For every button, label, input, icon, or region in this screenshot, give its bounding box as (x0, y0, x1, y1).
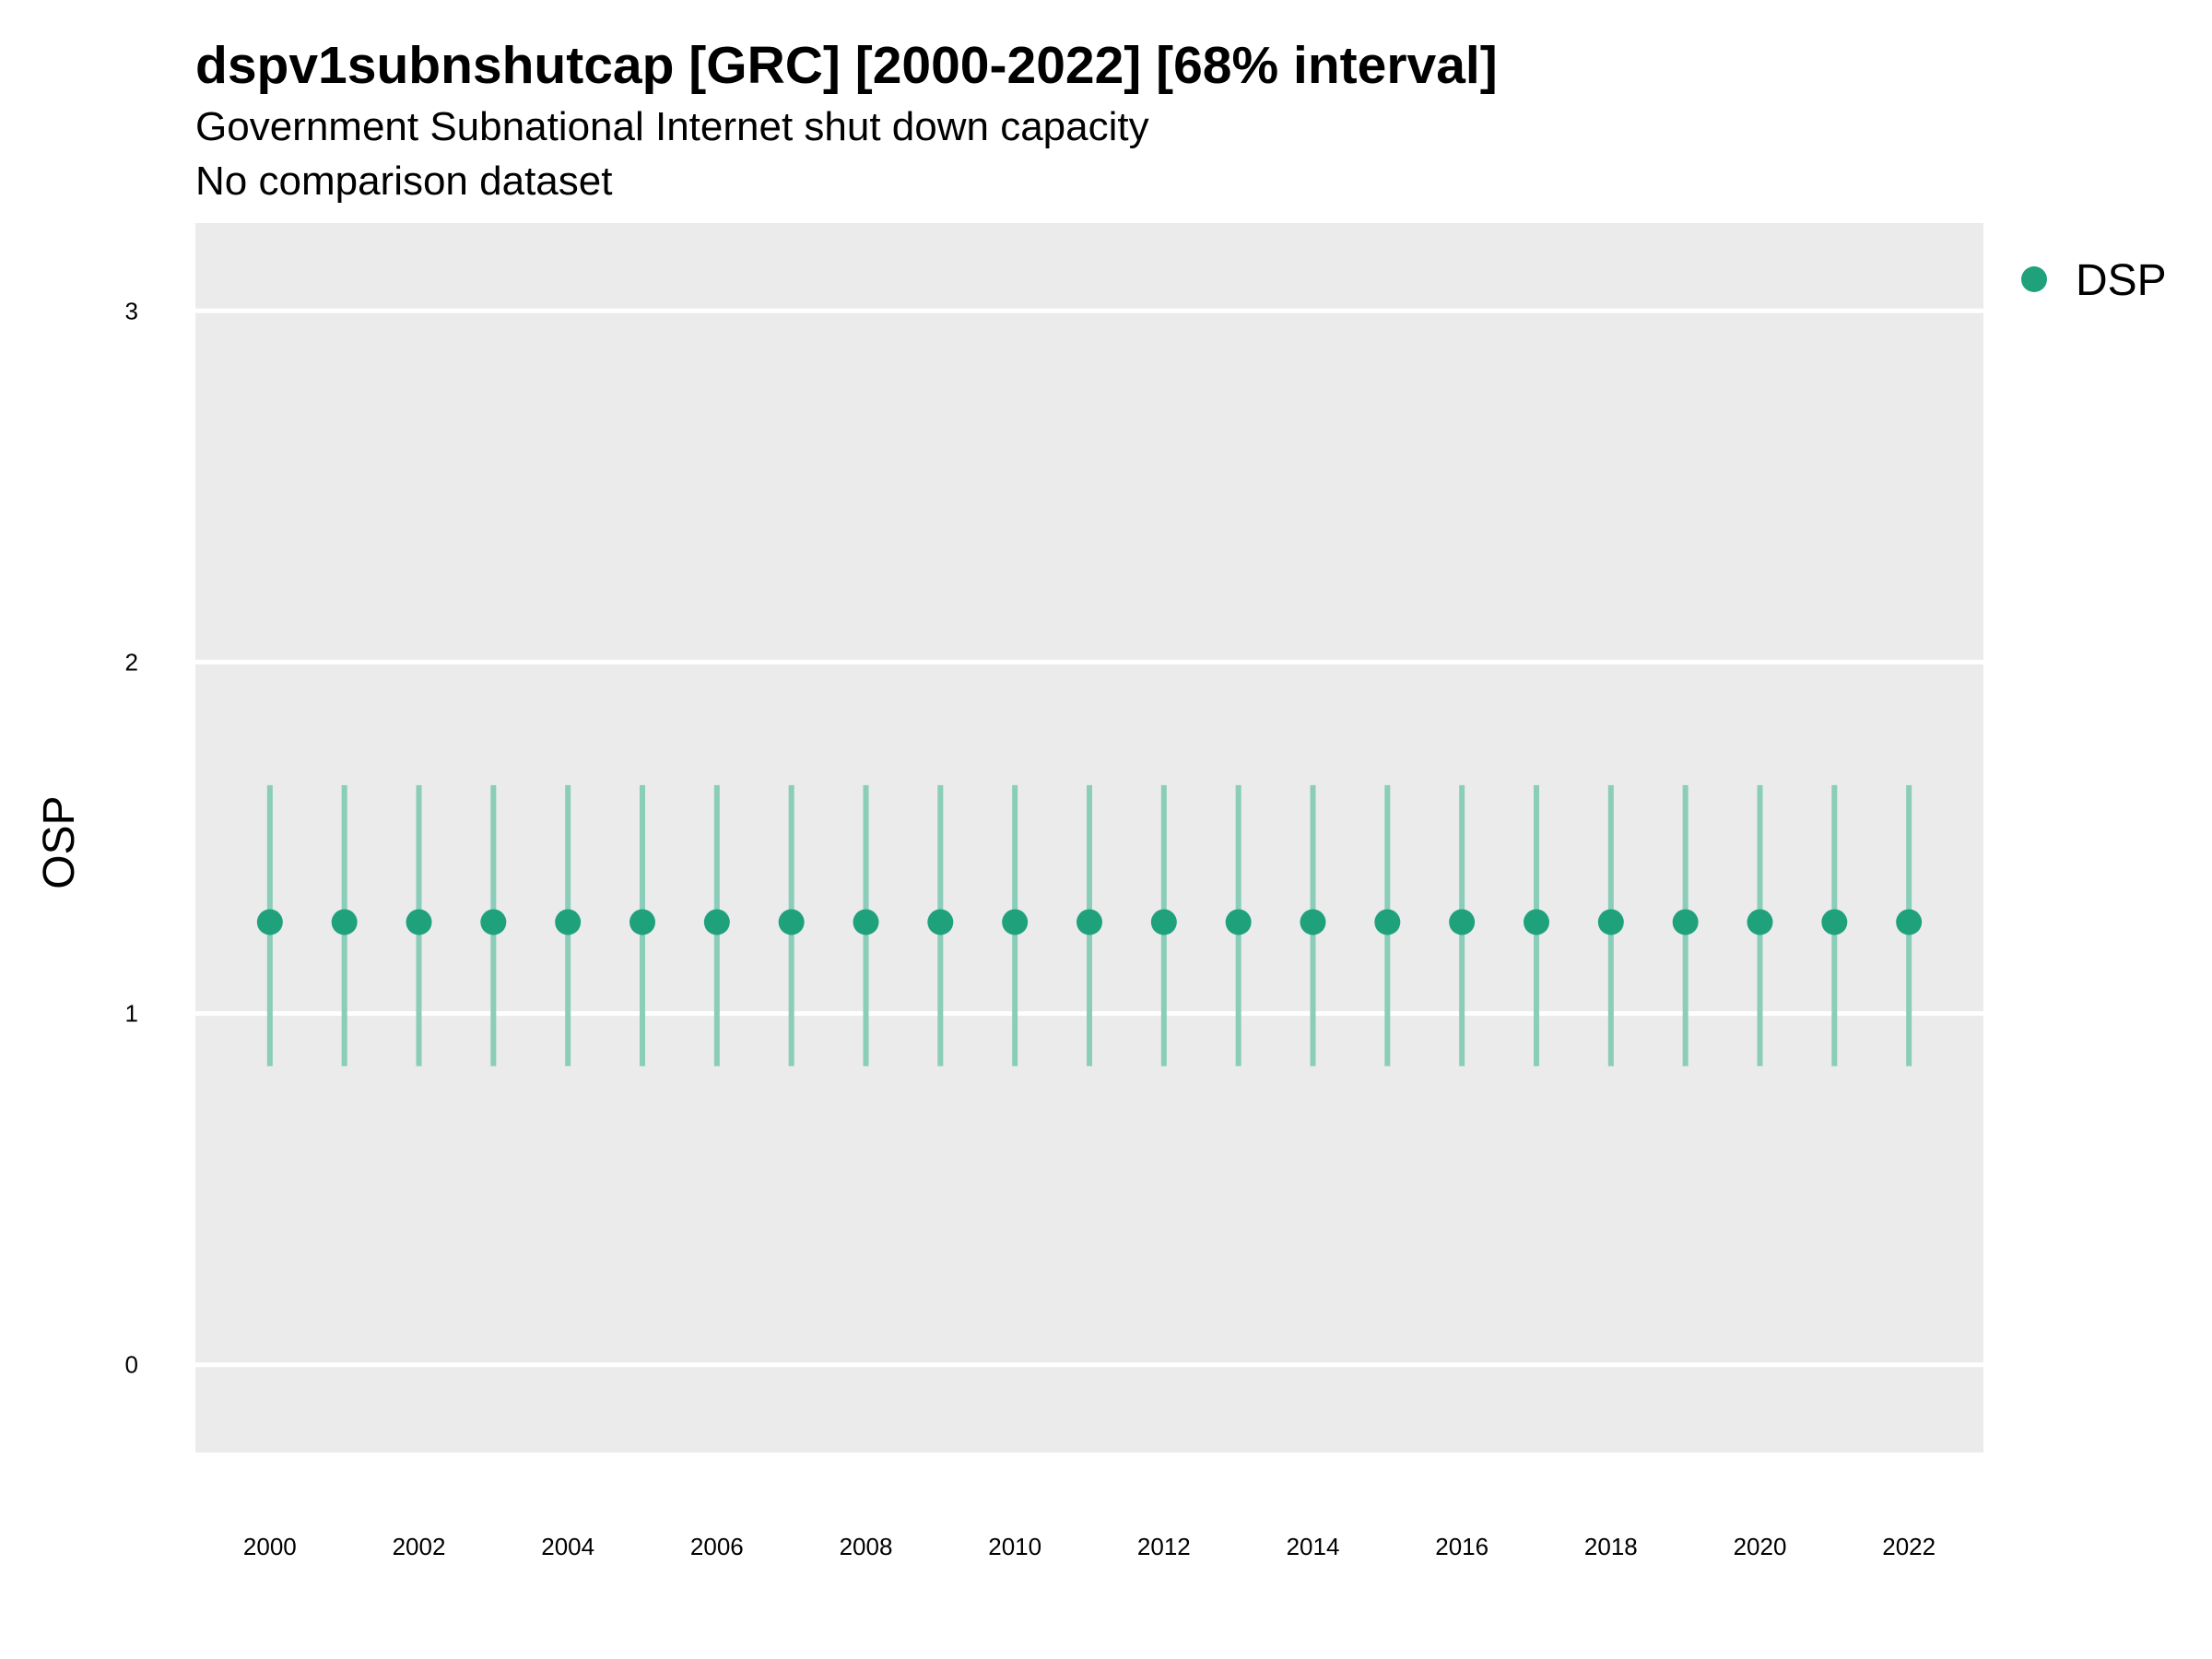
data-point (1300, 909, 1326, 935)
data-point (406, 909, 432, 935)
y-tick-label: 1 (125, 1000, 138, 1028)
x-tick-label: 2008 (840, 1533, 893, 1560)
x-tick-label: 2006 (690, 1533, 744, 1560)
x-tick-label: 2022 (1882, 1533, 1936, 1560)
chart-title: dspv1subnshutcap [GRC] [2000-2022] [68% … (195, 36, 1498, 95)
x-tick-label: 2012 (1137, 1533, 1191, 1560)
data-point (778, 909, 805, 935)
data-point (1077, 909, 1102, 935)
x-tick-label: 2004 (541, 1533, 594, 1560)
data-point (555, 909, 582, 935)
data-point (256, 909, 283, 935)
data-point (1150, 909, 1177, 935)
data-point (1225, 909, 1252, 935)
y-tick-label: 3 (125, 297, 138, 324)
x-tick-label: 2014 (1287, 1533, 1340, 1560)
chart-subtitle: Government Subnational Internet shut dow… (195, 104, 1149, 149)
y-axis-label: OSP (35, 795, 84, 888)
x-tick-label: 2020 (1734, 1533, 1787, 1560)
y-tick-label: 2 (125, 648, 138, 676)
x-tick-label: 2002 (393, 1533, 446, 1560)
data-point (1896, 909, 1923, 935)
legend: DSP (2021, 256, 2167, 305)
data-point (331, 909, 358, 935)
data-point (1374, 909, 1401, 935)
data-points (256, 909, 1923, 935)
y-tick-label: 0 (125, 1351, 138, 1379)
data-point (1747, 909, 1773, 935)
data-point (1821, 909, 1848, 935)
data-point (480, 909, 507, 935)
legend-dsp-marker (2021, 266, 2047, 292)
x-tick-labels: 2000 2002 2004 2006 2008 2010 2012 2014 2016 2018… (243, 1533, 1936, 1560)
x-tick-label: 2018 (1584, 1533, 1638, 1560)
data-point (1524, 909, 1549, 935)
data-point (1449, 909, 1476, 935)
data-point (927, 909, 954, 935)
data-point (1002, 909, 1029, 935)
data-point (1597, 909, 1624, 935)
x-tick-label: 2010 (988, 1533, 1041, 1560)
chart-comparison-note: No comparison dataset (195, 159, 613, 204)
y-tick-labels: 0 1 2 3 (125, 297, 138, 1378)
data-point (629, 909, 655, 935)
x-tick-label: 2016 (1435, 1533, 1488, 1560)
data-point (703, 909, 730, 935)
data-point (1672, 909, 1699, 935)
x-tick-label: 2000 (243, 1533, 297, 1560)
data-point (853, 909, 879, 935)
legend-dsp-label: DSP (2076, 256, 2167, 305)
